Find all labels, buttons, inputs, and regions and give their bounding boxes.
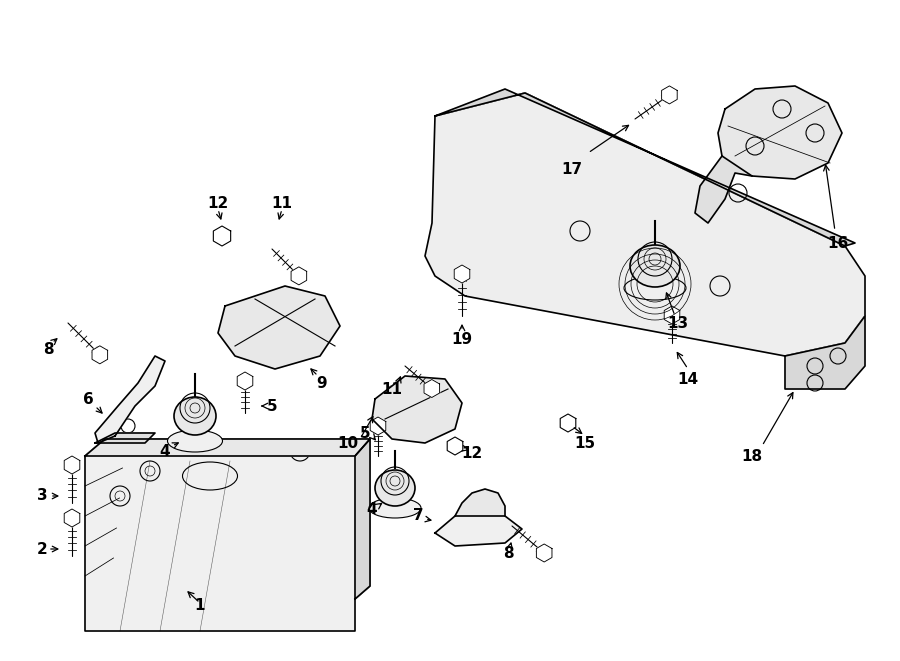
Ellipse shape: [174, 397, 216, 435]
Text: 3: 3: [37, 488, 48, 504]
Polygon shape: [455, 489, 505, 516]
Polygon shape: [662, 86, 677, 104]
Text: 14: 14: [678, 371, 698, 387]
Polygon shape: [95, 433, 155, 443]
Text: 18: 18: [742, 449, 762, 463]
Ellipse shape: [167, 430, 222, 452]
Polygon shape: [218, 286, 340, 369]
Text: 12: 12: [462, 446, 482, 461]
Ellipse shape: [624, 276, 686, 300]
Polygon shape: [64, 509, 80, 527]
Polygon shape: [85, 439, 370, 631]
Polygon shape: [536, 544, 552, 562]
Text: 9: 9: [317, 375, 328, 391]
Polygon shape: [454, 265, 470, 283]
Text: 17: 17: [562, 161, 582, 176]
Text: 16: 16: [827, 235, 849, 251]
Text: 2: 2: [37, 541, 48, 557]
Text: 11: 11: [382, 381, 402, 397]
Polygon shape: [785, 316, 865, 389]
Polygon shape: [92, 346, 108, 364]
Text: 8: 8: [503, 545, 513, 561]
Text: 5: 5: [360, 426, 370, 440]
Polygon shape: [425, 93, 865, 356]
Ellipse shape: [630, 245, 680, 287]
Polygon shape: [718, 86, 842, 179]
Polygon shape: [447, 437, 463, 455]
Polygon shape: [372, 376, 462, 443]
Polygon shape: [435, 516, 522, 546]
Text: 11: 11: [272, 196, 292, 210]
Text: 7: 7: [413, 508, 423, 524]
Text: 19: 19: [452, 332, 472, 346]
Ellipse shape: [369, 498, 421, 518]
Text: 8: 8: [42, 342, 53, 356]
Polygon shape: [370, 417, 386, 435]
Polygon shape: [85, 439, 370, 456]
Text: 12: 12: [207, 196, 229, 210]
Polygon shape: [355, 439, 370, 599]
Text: 13: 13: [668, 315, 688, 330]
Polygon shape: [435, 89, 855, 246]
Polygon shape: [64, 456, 80, 474]
Polygon shape: [291, 267, 307, 285]
Ellipse shape: [375, 470, 415, 506]
Polygon shape: [664, 306, 680, 324]
Polygon shape: [213, 226, 230, 246]
Polygon shape: [238, 372, 253, 390]
Text: 10: 10: [338, 436, 358, 451]
Polygon shape: [560, 414, 576, 432]
Polygon shape: [95, 356, 165, 443]
Text: 15: 15: [574, 436, 596, 451]
Text: 4: 4: [366, 502, 377, 516]
Text: 6: 6: [83, 391, 94, 407]
Polygon shape: [695, 156, 752, 223]
Text: 4: 4: [159, 444, 170, 459]
Text: 1: 1: [194, 598, 205, 613]
Text: 5: 5: [266, 399, 277, 414]
Polygon shape: [424, 379, 439, 397]
